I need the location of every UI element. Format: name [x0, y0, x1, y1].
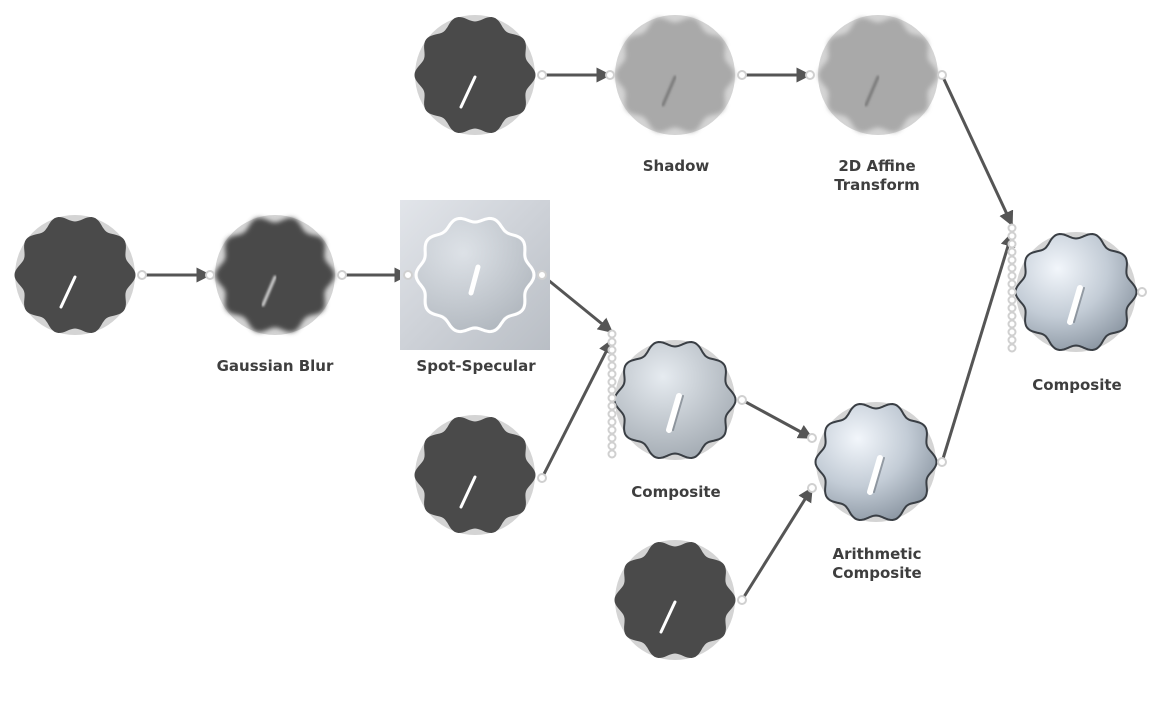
port-dot[interactable] [805, 70, 815, 80]
node-source-bottom[interactable] [614, 540, 736, 660]
label-spot-specular: Spot-Specular [416, 357, 536, 375]
label-shadow: Shadow [642, 157, 710, 175]
node-spot-specular[interactable] [400, 200, 550, 350]
port-dot[interactable] [205, 270, 215, 280]
knob-indicator [661, 75, 677, 107]
node-composite-final[interactable] [1014, 232, 1138, 352]
knob-indicator [1067, 285, 1083, 325]
knob-indicator [659, 600, 677, 634]
label-composite-mid: Composite [631, 483, 721, 501]
port-dot[interactable] [537, 270, 547, 280]
edge-arith-to-final [940, 231, 1016, 463]
port-dot[interactable] [403, 270, 413, 280]
edges [142, 67, 1016, 601]
port-dot[interactable] [1137, 287, 1147, 297]
knob-indicator [666, 393, 682, 433]
edge-bottom-to-arith [740, 486, 814, 601]
node-gaussian-blur[interactable] [215, 215, 335, 335]
port-dot[interactable] [807, 433, 817, 443]
composite-mid-input-stack[interactable] [607, 329, 617, 459]
port-dot[interactable] [137, 270, 147, 280]
node-source-left[interactable] [14, 215, 136, 335]
node-affine[interactable] [818, 15, 938, 135]
port-dot[interactable] [605, 70, 615, 80]
port-dot[interactable] [537, 473, 547, 483]
edge-spot-to-composite [541, 273, 614, 334]
edge-affine-to-final [940, 74, 1014, 227]
knob-indicator [864, 75, 880, 107]
node-source-mid[interactable] [414, 415, 536, 535]
node-shadow[interactable] [615, 15, 735, 135]
port-dot[interactable] [807, 483, 817, 493]
edge-composite-to-arith [741, 398, 814, 440]
port-dot[interactable] [737, 595, 747, 605]
label-gaussian-blur: Gaussian Blur [216, 357, 334, 375]
port-dot[interactable] [537, 70, 547, 80]
nodes [14, 15, 1138, 660]
port-dot[interactable] [937, 70, 947, 80]
knob-indicator [59, 275, 77, 309]
label-arithmetic-composite: Arithmetic Composite [832, 545, 922, 582]
knob-indicator [459, 75, 477, 109]
label-composite-final: Composite [1032, 376, 1122, 394]
knob-indicator [468, 264, 481, 296]
port-dot[interactable] [737, 70, 747, 80]
port-dot[interactable] [937, 457, 947, 467]
port-dot[interactable] [737, 395, 747, 405]
knob-indicator [867, 455, 883, 495]
edge-mid-to-composite [540, 338, 614, 479]
label-2d-affine-transform: 2D Affine Transform [834, 157, 920, 194]
knob-indicator [261, 275, 277, 307]
node-source-top[interactable] [414, 15, 536, 135]
node-arith-composite[interactable] [814, 402, 938, 522]
composite-final-input-stack[interactable] [1007, 223, 1017, 353]
port-dot[interactable] [337, 270, 347, 280]
ports [137, 70, 1147, 605]
knob-indicator [459, 475, 477, 509]
node-composite-mid[interactable] [613, 340, 737, 460]
